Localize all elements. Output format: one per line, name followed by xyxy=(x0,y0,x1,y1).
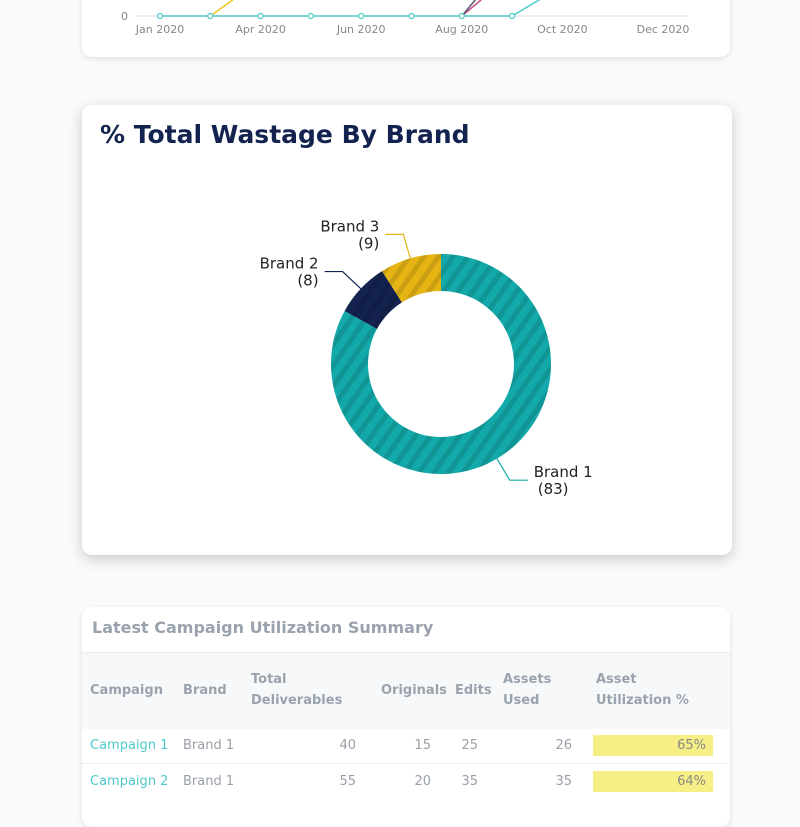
brand-cell: Brand 1 xyxy=(183,738,235,753)
x-tick-label: Jun 2020 xyxy=(336,23,386,36)
chart-title: % Total Wastage By Brand xyxy=(100,120,470,149)
point xyxy=(408,12,415,20)
campaign-link[interactable]: Campaign 2 xyxy=(90,774,169,789)
leader-line xyxy=(324,270,362,290)
slice-value: (9) xyxy=(358,234,379,252)
x-tick-label: Dec 2020 xyxy=(637,23,690,36)
table-title: Latest Campaign Utilization Summary xyxy=(92,618,434,637)
slice xyxy=(331,254,552,474)
column-header: Assets Used xyxy=(503,672,552,708)
x-tick-label: Apr 2020 xyxy=(235,23,286,36)
series-line xyxy=(461,0,477,17)
point xyxy=(508,12,516,20)
x-tick-label: Aug 2020 xyxy=(435,23,488,36)
number-cell: 26 xyxy=(555,738,572,753)
point xyxy=(207,12,214,20)
series-line xyxy=(461,0,483,17)
leader-line xyxy=(496,458,528,481)
column-header: Asset Utilization % xyxy=(596,672,689,708)
number-cell: 55 xyxy=(339,774,356,789)
leader-line xyxy=(385,233,411,259)
page: 0 Jan 2020 Apr 2020 Jun 2020 Aug 2020 Oct 202… xyxy=(82,0,732,792)
slice-value: (8) xyxy=(297,272,318,290)
utilization-cell: 65% xyxy=(593,735,713,756)
table-header-bg xyxy=(82,652,730,729)
slice-label: Brand 2 xyxy=(260,255,319,273)
charts: 0 Jan 2020 Apr 2020 Jun 2020 Aug 2020 Oct 202… xyxy=(100,0,690,498)
point xyxy=(307,12,314,20)
slice-label: Brand 3 xyxy=(320,217,379,235)
donut-card xyxy=(82,105,732,555)
number-cell: 35 xyxy=(555,774,572,789)
number-cell: 40 xyxy=(339,738,356,753)
x-tick-label: Jan 2020 xyxy=(135,23,184,36)
column-header: Edits xyxy=(455,683,492,698)
column-header: Campaign xyxy=(90,683,163,698)
utilization-cell: 64% xyxy=(593,771,713,792)
row-divider xyxy=(82,763,730,764)
line-card xyxy=(82,0,730,57)
brand-cell: Brand 1 xyxy=(183,774,235,789)
column-header: Total Deliverables xyxy=(251,672,343,708)
number-cell: 25 xyxy=(461,738,478,753)
column-header: Brand xyxy=(183,683,227,698)
slice-value: (83) xyxy=(538,480,569,498)
number-cell: 35 xyxy=(461,774,478,789)
x-tick-label: Oct 2020 xyxy=(537,23,588,36)
point xyxy=(458,12,465,20)
point xyxy=(156,12,164,20)
number-cell: 20 xyxy=(414,774,431,789)
slice xyxy=(382,254,441,303)
column-header: Originals xyxy=(381,683,447,698)
number-cell: 15 xyxy=(414,738,431,753)
y-tick-label: 0 xyxy=(121,10,128,23)
slice-label: Brand 1 xyxy=(534,463,593,481)
slice xyxy=(344,271,402,329)
point xyxy=(257,12,264,20)
campaign-link[interactable]: Campaign 1 xyxy=(90,738,169,753)
point xyxy=(358,12,365,20)
series-line xyxy=(209,0,234,17)
